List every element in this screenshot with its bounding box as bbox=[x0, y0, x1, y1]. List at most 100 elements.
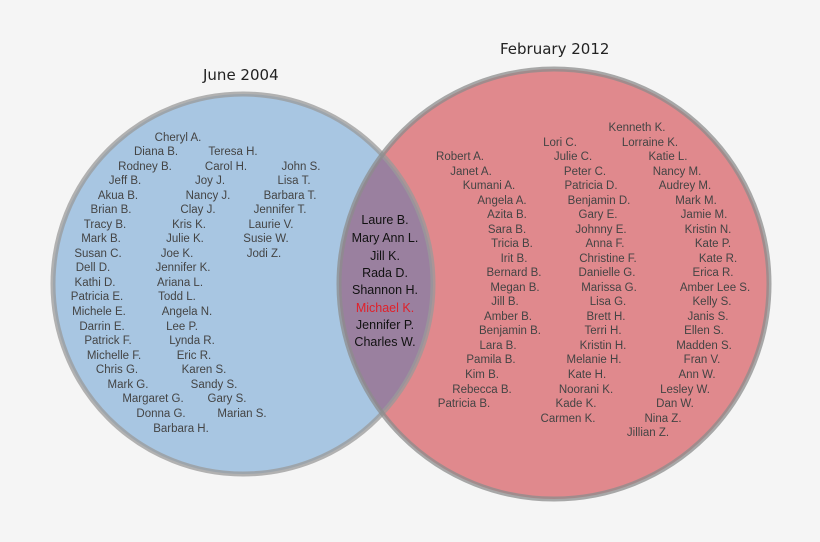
right-set-name: Gary E. bbox=[578, 209, 618, 221]
right-set-name: Peter C. bbox=[563, 166, 607, 178]
left-set-name: Joe K. bbox=[160, 248, 194, 260]
left-set-name: Donna G. bbox=[136, 408, 186, 420]
right-set-name: Kade K. bbox=[555, 398, 597, 410]
right-set-name: Sara B. bbox=[487, 224, 527, 236]
right-set-name: Audrey M. bbox=[658, 180, 712, 192]
intersection-name: Michael K. bbox=[355, 301, 415, 315]
left-set-name: Brian B. bbox=[90, 204, 132, 216]
left-set-name: Kris K. bbox=[172, 219, 206, 231]
right-set-name: Jillian Z. bbox=[626, 427, 670, 439]
left-set-name: Julie K. bbox=[166, 233, 204, 245]
intersection-name: Jill K. bbox=[370, 249, 400, 263]
left-set-name: Carol H. bbox=[204, 161, 248, 173]
right-set-name: Jamie M. bbox=[680, 209, 728, 221]
right-set-name: Megan B. bbox=[490, 282, 540, 294]
right-set-name: Kim B. bbox=[465, 369, 499, 381]
right-set-name: Anna F. bbox=[585, 238, 625, 250]
left-set-name: Tracy B. bbox=[83, 219, 127, 231]
right-set-name: Kristin N. bbox=[684, 224, 732, 236]
right-set-name: Mark M. bbox=[675, 195, 717, 207]
right-set-name: Brett H. bbox=[586, 311, 626, 323]
left-set-name: Michele E. bbox=[72, 306, 126, 318]
right-set-name: Kate H. bbox=[567, 369, 607, 381]
left-set-name: Dell D. bbox=[75, 262, 111, 274]
right-set-name: Janis S. bbox=[687, 311, 729, 323]
right-set-name: Melanie H. bbox=[566, 354, 622, 366]
right-set-name: Ann W. bbox=[678, 369, 716, 381]
left-set-name: Lynda R. bbox=[169, 335, 215, 347]
left-set-name: Margaret G. bbox=[122, 393, 184, 405]
left-set-name: Gary S. bbox=[207, 393, 247, 405]
left-set-name: Sandy S. bbox=[190, 379, 238, 391]
left-set-name: Barbara T. bbox=[263, 190, 317, 202]
right-set-name: Ellen S. bbox=[684, 325, 724, 337]
right-set-name: Fran V. bbox=[683, 354, 721, 366]
right-set-name: Erica R. bbox=[692, 267, 734, 279]
left-set-name: Karen S. bbox=[181, 364, 227, 376]
left-set-name: Joy J. bbox=[194, 175, 226, 187]
left-set-name: Eric R. bbox=[176, 350, 212, 362]
right-set-title: February 2012 bbox=[500, 40, 610, 58]
right-set-name: Marissa G. bbox=[581, 282, 637, 294]
right-set-name: Lorraine K. bbox=[621, 137, 679, 149]
left-set-name: Jennifer T. bbox=[253, 204, 307, 216]
right-set-name: Irit B. bbox=[500, 253, 528, 265]
left-set-name: Ariana L. bbox=[156, 277, 204, 289]
left-set-name: Chris G. bbox=[95, 364, 139, 376]
right-set-name: Katie L. bbox=[648, 151, 688, 163]
right-set-name: Patricia B. bbox=[437, 398, 491, 410]
right-set-name: Christine F. bbox=[579, 253, 637, 265]
right-circle-february-2012 bbox=[339, 69, 769, 499]
left-set-name: Lisa T. bbox=[277, 175, 311, 187]
right-set-name: Azita B. bbox=[487, 209, 527, 221]
left-set-name: Marian S. bbox=[217, 408, 267, 420]
right-set-name: Danielle G. bbox=[578, 267, 636, 279]
left-set-name: Teresa H. bbox=[208, 146, 258, 158]
right-set-name: Julie C. bbox=[553, 151, 593, 163]
right-set-name: Benjamin B. bbox=[478, 325, 542, 337]
left-set-name: John S. bbox=[281, 161, 321, 173]
right-set-name: Amber Lee S. bbox=[679, 282, 751, 294]
right-set-name: Lesley W. bbox=[660, 384, 710, 396]
right-circle-outline bbox=[336, 66, 772, 502]
right-set-name: Janet A. bbox=[450, 166, 492, 178]
left-set-name: Susan C. bbox=[74, 248, 122, 260]
left-set-name: Diana B. bbox=[133, 146, 179, 158]
intersection-name: Charles W. bbox=[354, 335, 416, 349]
right-set-name: Kenneth K. bbox=[608, 122, 666, 134]
right-set-name: Dan W. bbox=[656, 398, 694, 410]
left-circle-outline bbox=[50, 91, 436, 477]
right-set-name: Kate P. bbox=[694, 238, 732, 250]
left-set-name: Barbara H. bbox=[153, 423, 209, 435]
left-set-name: Clay J. bbox=[180, 204, 216, 216]
left-set-name: Todd L. bbox=[158, 291, 196, 303]
intersection-name: Shannon H. bbox=[351, 283, 419, 297]
right-set-name: Jill B. bbox=[491, 296, 519, 308]
right-set-name: Nancy M. bbox=[652, 166, 702, 178]
right-set-name: Kristin H. bbox=[579, 340, 627, 352]
right-set-name: Pamila B. bbox=[466, 354, 516, 366]
right-set-name: Lisa G. bbox=[589, 296, 627, 308]
right-set-name: Amber B. bbox=[484, 311, 532, 323]
right-set-name: Angela A. bbox=[477, 195, 527, 207]
intersection-name: Laure B. bbox=[361, 213, 409, 227]
left-set-name: Cheryl A. bbox=[154, 132, 202, 144]
right-set-name: Kumani A. bbox=[462, 180, 516, 192]
left-set-name: Kathi D. bbox=[74, 277, 116, 289]
left-set-name: Jennifer K. bbox=[155, 262, 211, 274]
left-set-name: Jeff B. bbox=[108, 175, 142, 187]
right-set-name: Bernard B. bbox=[486, 267, 542, 279]
left-set-name: Nancy J. bbox=[185, 190, 231, 202]
left-set-name: Patrick F. bbox=[84, 335, 132, 347]
intersection-name: Rada D. bbox=[362, 266, 408, 280]
right-set-name: Johnny E. bbox=[575, 224, 627, 236]
left-set-name: Laurie V. bbox=[248, 219, 294, 231]
right-set-name: Lara B. bbox=[479, 340, 517, 352]
right-set-name: Benjamin D. bbox=[567, 195, 631, 207]
right-set-name: Nina Z. bbox=[644, 413, 682, 425]
right-set-name: Terri H. bbox=[584, 325, 622, 337]
left-set-name: Lee P. bbox=[166, 321, 198, 333]
left-circle-june-2004 bbox=[53, 94, 433, 474]
right-set-name: Tricia B. bbox=[491, 238, 533, 250]
